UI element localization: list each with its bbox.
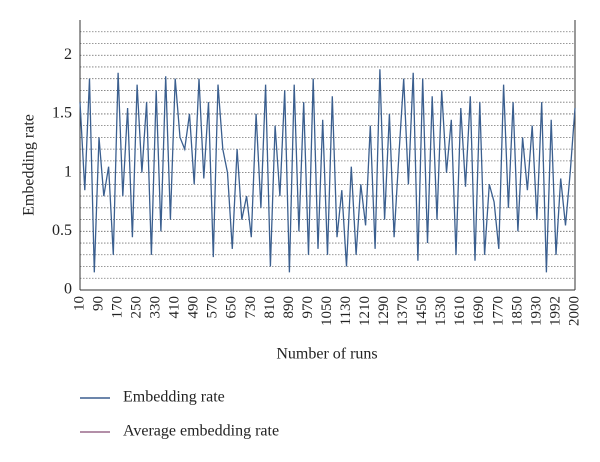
y-tick-label: 2	[64, 46, 72, 63]
x-tick-label: 1130	[338, 296, 354, 325]
data-line	[79, 69, 576, 273]
x-tick-label: 810	[262, 296, 278, 319]
x-tick-label: 2000	[566, 296, 582, 326]
y-tick-label: 1.5	[52, 105, 72, 122]
x-tick-label: 10	[71, 296, 87, 311]
x-tick-label: 1690	[471, 296, 487, 326]
y-tick-label: 1	[64, 163, 72, 180]
x-tick-label: 330	[148, 296, 164, 319]
x-tick-label: 1370	[395, 296, 411, 326]
x-tick-label: 1992	[547, 296, 563, 326]
x-tick-label: 1290	[376, 296, 392, 326]
x-tick-label: 970	[300, 296, 316, 319]
y-tick-label: 0	[64, 281, 72, 298]
x-axis-label: Number of runs	[276, 346, 377, 363]
x-tick-label: 90	[90, 296, 106, 311]
x-tick-label: 1210	[357, 296, 373, 326]
x-tick-label: 410	[167, 296, 183, 319]
x-tick-label: 1050	[319, 296, 335, 326]
x-tick-label: 1450	[414, 296, 430, 326]
legend-label: Embedding rate	[123, 389, 225, 406]
x-tick-label: 1770	[490, 296, 506, 326]
x-tick-label: 570	[205, 296, 221, 319]
x-tick-label: 250	[129, 296, 145, 319]
y-tick-label: 0.5	[52, 222, 72, 239]
y-axis-label: Embedding rate	[21, 114, 38, 216]
legend-label: Average embedding rate	[123, 423, 279, 440]
x-tick-label: 1530	[433, 296, 449, 326]
x-tick-label: 490	[186, 296, 202, 319]
x-tick-label: 650	[224, 296, 240, 319]
x-tick-label: 1930	[528, 296, 544, 326]
x-tick-label: 730	[243, 296, 259, 319]
x-tick-label: 1610	[452, 296, 468, 326]
x-tick-label: 1850	[509, 296, 525, 326]
x-tick-label: 890	[281, 296, 297, 319]
x-tick-label: 170	[110, 296, 126, 319]
